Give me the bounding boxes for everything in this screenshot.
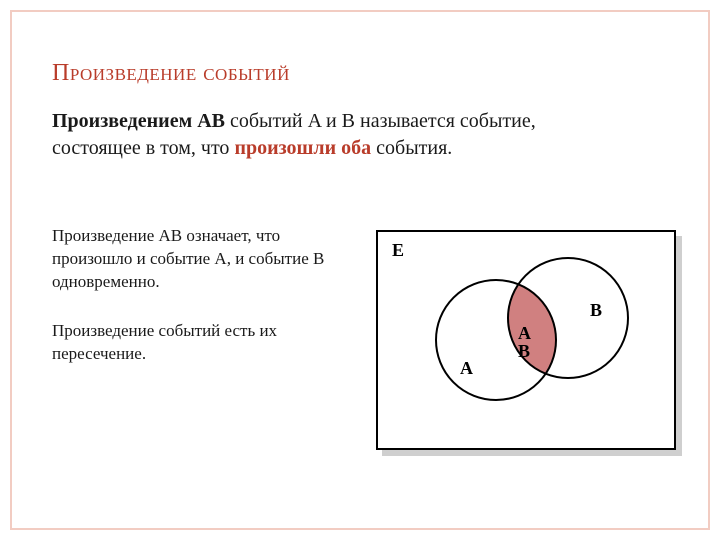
circle-a-label: A	[460, 358, 473, 379]
definition-text: Произведением AB событий A и B называетс…	[52, 108, 572, 162]
note-meaning: Произведение AB означает, что произошло …	[52, 225, 342, 294]
intersection-label: A B	[518, 324, 531, 360]
definition-lead: Произведением AB	[52, 110, 225, 132]
venn-diagram: E A B A B	[376, 230, 676, 450]
definition-part2: события.	[371, 137, 452, 159]
intersection-label-line2: B	[518, 341, 530, 361]
slide-title: Произведение событий	[52, 60, 290, 87]
circle-b-label: B	[590, 300, 602, 321]
intersection-label-line1: A	[518, 323, 531, 343]
universe-label: E	[392, 240, 404, 261]
definition-emphasis: произошли оба	[234, 137, 371, 159]
note-intersection: Произведение событий есть их пересечение…	[52, 320, 342, 366]
